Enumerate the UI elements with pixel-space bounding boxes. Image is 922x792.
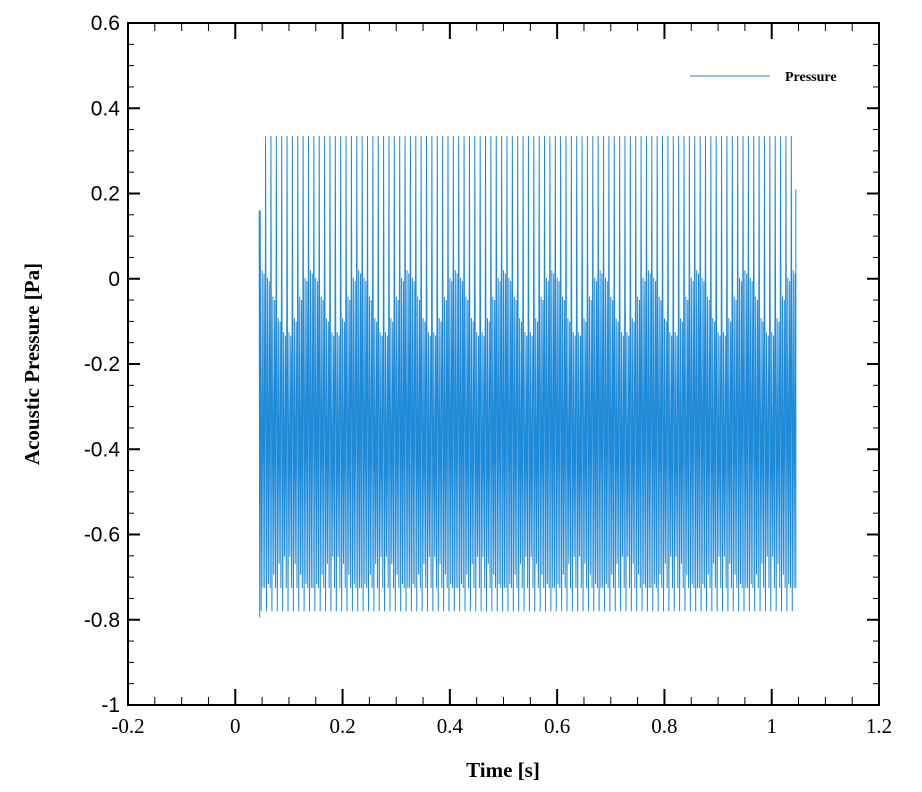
x-tick-label: 0.8: [651, 714, 677, 738]
x-axis-ticks: -0.2 0 0.2 0.4 0.6 0.8 1 1.2: [111, 23, 892, 738]
y-axis-ticks: -1 -0.8 -0.6 -0.4 -0.2 0 0.2 0.4 0.6: [84, 12, 879, 717]
y-tick-label: -0.8: [84, 609, 120, 632]
y-tick-label: 0: [108, 268, 120, 291]
y-tick-label: -0.2: [84, 353, 120, 376]
legend: Pressure: [690, 70, 837, 85]
y-tick-label: 0.6: [91, 12, 120, 35]
x-axis-title: Time [s]: [466, 758, 540, 782]
pressure-series-line: [258, 135, 797, 618]
x-tick-label: 0.2: [329, 714, 355, 738]
x-tick-label: 1: [766, 714, 777, 738]
y-tick-label: -0.4: [84, 438, 121, 461]
x-tick-label: 0.4: [437, 714, 464, 738]
y-tick-label: -0.6: [84, 524, 120, 547]
y-tick-label: 0.4: [91, 97, 121, 120]
y-tick-label: -1: [101, 694, 120, 717]
y-axis-title: Acoustic Pressure [Pa]: [20, 263, 44, 465]
x-tick-label: 1.2: [866, 714, 892, 738]
x-tick-label: 0.6: [544, 714, 570, 738]
y-tick-label: 0.2: [91, 183, 120, 206]
legend-label: Pressure: [785, 70, 837, 85]
x-tick-label: -0.2: [111, 714, 144, 738]
x-tick-label: 0: [230, 714, 241, 738]
